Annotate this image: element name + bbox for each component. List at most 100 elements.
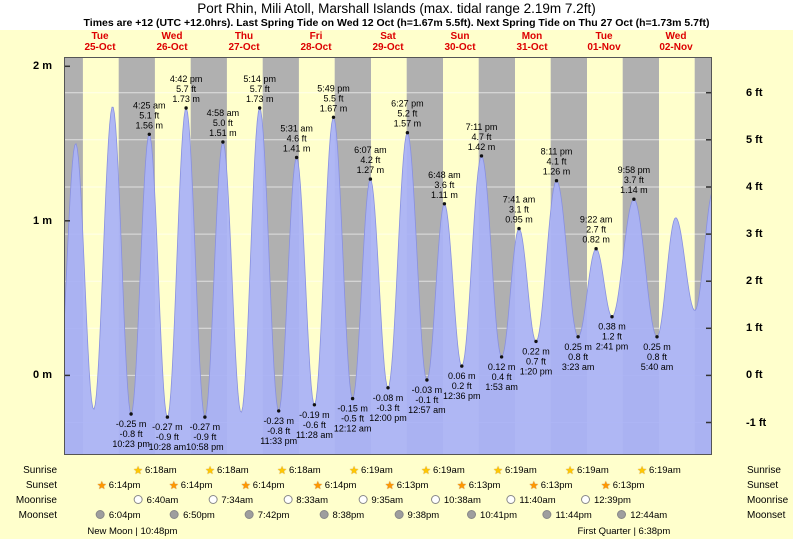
day-date: 30-Oct — [444, 42, 476, 53]
low-tide-label: -0.25 m -0.8 ft 10:23 pm — [112, 419, 150, 449]
sunset-time: 6:13pm — [468, 480, 501, 491]
moonrise-entry: 11:40am — [506, 494, 556, 508]
day-date: 25-Oct — [84, 42, 116, 53]
low-tide-label: -0.27 m -0.9 ft 10:28 am — [149, 422, 187, 452]
day-header-tue-01-nov: Tue 01-Nov — [568, 31, 640, 53]
high-tide-label: 5:14 pm 5.7 ft 1.73 m — [243, 74, 276, 104]
high-tide-label: 4:58 am 5.0 ft 1.51 m — [207, 108, 240, 138]
moonset-time: 8:38pm — [332, 510, 365, 521]
sunset-star-icon: ★ — [240, 480, 251, 492]
moonrise-circle-icon — [506, 495, 516, 504]
low-tide-marker — [386, 386, 390, 390]
low-tide-label: 0.25 m 0.8 ft 3:23 am — [562, 342, 595, 372]
low-tide-marker — [165, 415, 170, 419]
sunrise-entry: ★ 6:19am — [565, 464, 609, 478]
high-tide-label: 8:11 pm 4.1 ft 1.26 m — [541, 147, 573, 177]
sunset-time: 6:13pm — [540, 480, 573, 491]
sunrise-time: 6:18am — [288, 465, 321, 476]
sunset-star-icon: ★ — [528, 480, 539, 492]
right-axis-label-1ft: 1 ft — [746, 322, 763, 335]
day-weekday: Wed — [161, 31, 183, 42]
moonset-entry: 9:38pm — [394, 509, 439, 523]
moonrise-time: 11:40am — [519, 495, 556, 506]
moonset-circle-icon — [170, 510, 180, 519]
day-weekday: Tue — [595, 31, 613, 42]
moonset-entry: 11:44pm — [542, 509, 592, 523]
day-date: 29-Oct — [372, 42, 404, 53]
moonset-circle-icon — [394, 510, 404, 519]
moonset-time: 7:42pm — [257, 510, 290, 521]
high-tide-label: 5:49 pm 5.5 ft 1.67 m — [317, 83, 350, 113]
day-header-tue-25-oct: Tue 25-Oct — [64, 31, 136, 53]
sunrise-entry: ★ 6:19am — [421, 464, 465, 478]
day-weekday: Sat — [380, 31, 396, 42]
low-tide-label: 0.38 m 1.2 ft 2:41 pm — [596, 322, 629, 352]
sunset-label-left: Sunset — [25, 480, 57, 491]
sunrise-star-icon: ★ — [493, 465, 504, 477]
low-tide-marker — [499, 355, 504, 359]
moonrise-time: 12:39pm — [593, 495, 631, 506]
sunrise-time: 6:19am — [361, 465, 393, 476]
day-date: 31-Oct — [516, 42, 548, 53]
low-tide-marker — [576, 335, 580, 339]
day-date: 02-Nov — [659, 42, 693, 53]
moonset-circle-icon — [467, 510, 477, 519]
sunrise-time: 6:19am — [577, 465, 609, 476]
moonset-entry: 8:38pm — [319, 509, 365, 523]
sunset-time: 6:14pm — [252, 480, 285, 491]
moonrise-entry: 9:35am — [358, 494, 403, 508]
high-tide-marker — [184, 106, 188, 110]
plot-border — [64, 57, 712, 455]
high-tide-marker — [442, 202, 447, 206]
moonset-entry: 6:50pm — [170, 509, 215, 523]
moonrise-entry: 6:40am — [133, 494, 178, 508]
moonset-label-left: Moonset — [18, 510, 57, 521]
moonrise-circle-icon — [283, 495, 293, 504]
low-tide-marker — [129, 412, 133, 416]
right-axis-label-2ft: 2 ft — [746, 275, 763, 288]
low-tide-label: 0.25 m 0.8 ft 5:40 am — [641, 342, 674, 372]
sunrise-entry: ★ 6:19am — [493, 464, 537, 478]
low-tide-label: 0.22 m 0.7 ft 1:20 pm — [520, 346, 553, 376]
high-tide-marker — [258, 106, 262, 110]
sunset-time: 6:14pm — [180, 480, 213, 491]
sunrise-label-right: Sunrise — [747, 465, 781, 476]
moonset-circle-icon — [617, 510, 627, 519]
moonrise-circle-icon — [358, 495, 368, 504]
high-tide-marker — [221, 140, 225, 144]
high-tide-label: 6:07 am 4.2 ft 1.27 m — [354, 145, 387, 175]
sunrise-time: 6:18am — [144, 465, 177, 476]
sunset-star-icon: ★ — [456, 480, 467, 492]
moonrise-time: 10:38am — [443, 495, 481, 506]
moonrise-circle-icon — [430, 495, 440, 504]
moonrise-circle-icon — [208, 495, 218, 504]
day-header-wed-02-nov: Wed 02-Nov — [640, 31, 712, 53]
high-tide-label: 9:58 pm 3.7 ft 1.14 m — [618, 165, 651, 195]
sunset-label-right: Sunset — [747, 480, 779, 491]
day-date: 27-Oct — [228, 42, 260, 53]
day-header-thu-27-oct: Thu 27-Oct — [208, 31, 280, 53]
high-tide-marker — [479, 154, 484, 158]
low-tide-marker — [610, 315, 614, 319]
low-tide-label: 0.12 m 0.4 ft 1:53 am — [485, 362, 518, 392]
sunrise-label-left: Sunrise — [23, 465, 57, 476]
sunset-entry: ★ 6:14pm — [313, 479, 357, 493]
sunset-entry: ★ 6:14pm — [97, 479, 141, 493]
page-title: Port Rhin, Mili Atoll, Marshall Islands … — [197, 1, 596, 16]
moonset-entry: 7:42pm — [244, 509, 290, 523]
moonrise-entry: 7:34am — [208, 494, 253, 508]
sunrise-star-icon: ★ — [277, 465, 287, 477]
low-tide-label: 0.06 m 0.2 ft 12:36 pm — [443, 371, 481, 401]
tide-chart: 4:25 am 5.1 ft 1.56 m4:42 pm 5.7 ft 1.73 m4:… — [64, 57, 712, 455]
moonset-time: 10:41pm — [480, 510, 518, 521]
day-header-sat-29-oct: Sat 29-Oct — [352, 31, 424, 53]
high-tide-marker — [147, 132, 151, 136]
day-header-wed-26-oct: Wed 26-Oct — [136, 31, 208, 53]
high-tide-label: 4:25 am 5.1 ft 1.56 m — [133, 100, 166, 130]
high-tide-marker — [632, 197, 636, 201]
high-tide-label: 6:27 pm 5.2 ft 1.57 m — [391, 99, 424, 129]
moonset-time: 12:44am — [630, 510, 668, 521]
day-weekday: Sun — [450, 31, 470, 42]
sunset-star-icon: ★ — [96, 480, 107, 492]
